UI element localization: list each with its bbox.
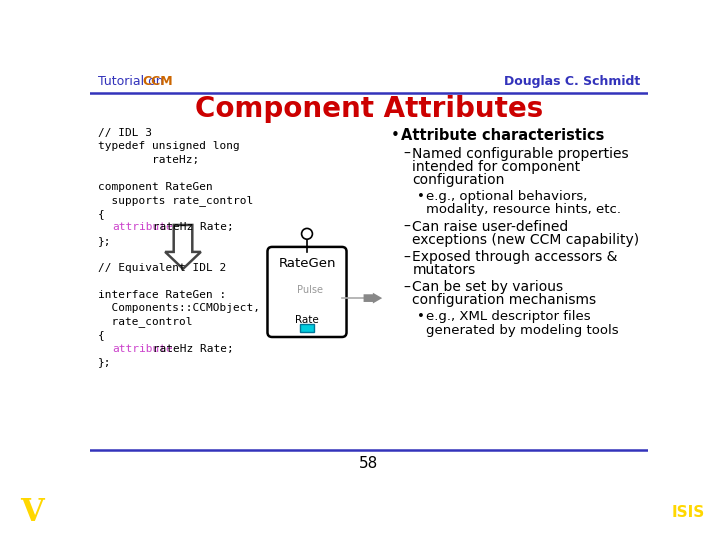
Text: •: •: [391, 128, 400, 143]
Text: Components::CCMObject,: Components::CCMObject,: [98, 303, 260, 313]
Text: {: {: [98, 330, 104, 340]
Text: Can be set by various: Can be set by various: [413, 280, 564, 294]
Text: rateHz Rate;: rateHz Rate;: [146, 222, 234, 232]
Text: };: };: [98, 357, 112, 367]
Text: V: V: [20, 497, 43, 528]
Text: Exposed through accessors &: Exposed through accessors &: [413, 251, 618, 265]
Text: Component Attributes: Component Attributes: [195, 94, 543, 123]
Text: Pulse: Pulse: [297, 286, 323, 295]
Text: configuration mechanisms: configuration mechanisms: [413, 294, 597, 307]
Text: generated by modeling tools: generated by modeling tools: [426, 323, 619, 336]
Text: ISIS: ISIS: [672, 505, 705, 520]
Text: modality, resource hints, etc.: modality, resource hints, etc.: [426, 204, 621, 217]
Text: Douglas C. Schmidt: Douglas C. Schmidt: [504, 75, 640, 88]
Text: Named configurable properties: Named configurable properties: [413, 147, 629, 161]
Text: typedef unsigned long: typedef unsigned long: [98, 141, 240, 151]
Text: interface RateGen :: interface RateGen :: [98, 289, 226, 300]
Text: Attribute characteristics: Attribute characteristics: [401, 128, 604, 143]
Text: CCM: CCM: [143, 75, 174, 88]
Text: rateHz Rate;: rateHz Rate;: [146, 343, 234, 354]
Text: // IDL 3: // IDL 3: [98, 128, 152, 138]
Text: attribute: attribute: [112, 343, 174, 354]
Text: •: •: [417, 310, 425, 323]
Text: Tutorial on: Tutorial on: [98, 75, 167, 88]
FancyBboxPatch shape: [267, 247, 346, 337]
Text: RateGen: RateGen: [278, 258, 336, 271]
Text: // Equivalent IDL 2: // Equivalent IDL 2: [98, 262, 226, 273]
Text: e.g., XML descriptor files: e.g., XML descriptor files: [426, 310, 591, 323]
Text: Can raise user-defined: Can raise user-defined: [413, 220, 569, 234]
Text: –: –: [403, 220, 410, 234]
Text: rate_control: rate_control: [98, 316, 192, 327]
Text: {: {: [98, 209, 104, 219]
Text: –: –: [403, 251, 410, 265]
Text: };: };: [98, 236, 112, 246]
Text: exceptions (new CCM capability): exceptions (new CCM capability): [413, 233, 639, 247]
Text: component RateGen: component RateGen: [98, 182, 212, 192]
Bar: [300, 324, 314, 333]
Text: configuration: configuration: [413, 173, 505, 187]
Text: e.g., optional behaviors,: e.g., optional behaviors,: [426, 190, 588, 203]
Text: –: –: [403, 147, 410, 161]
Text: rateHz;: rateHz;: [98, 155, 199, 165]
FancyArrow shape: [165, 225, 201, 269]
Text: supports rate_control: supports rate_control: [98, 195, 253, 206]
FancyArrow shape: [364, 293, 382, 303]
Text: –: –: [403, 280, 410, 294]
Text: 58: 58: [359, 456, 379, 471]
Text: Rate: Rate: [295, 315, 319, 326]
Circle shape: [302, 228, 312, 239]
Text: attribute: attribute: [112, 222, 174, 232]
Text: mutators: mutators: [413, 264, 476, 278]
Text: intended for component: intended for component: [413, 160, 580, 174]
Text: •: •: [417, 190, 425, 203]
